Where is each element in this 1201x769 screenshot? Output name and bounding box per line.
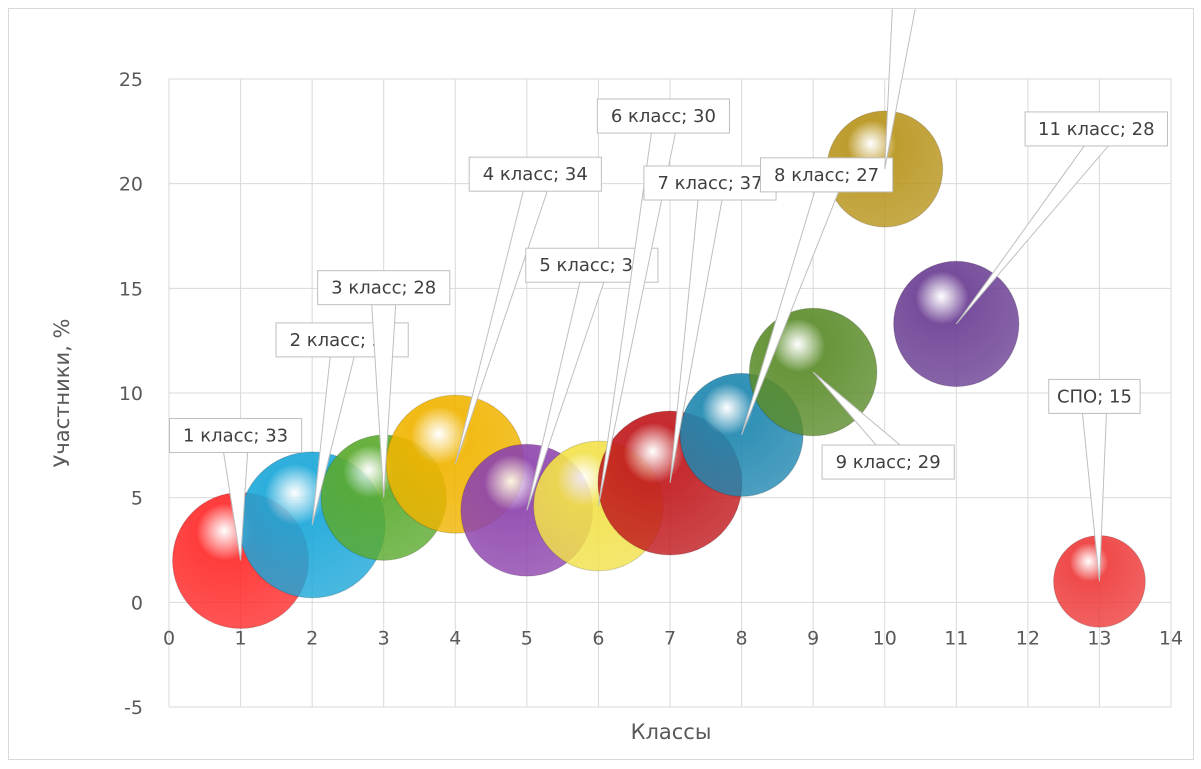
y-tick-label: -5 xyxy=(124,697,143,719)
x-tick-label: 9 xyxy=(807,627,819,649)
x-tick-label: 14 xyxy=(1159,627,1183,649)
data-label-text: 1 класс; 33 xyxy=(183,425,288,446)
data-label: 1 класс; 33 xyxy=(168,417,303,561)
data-label: 4 класс; 34 xyxy=(454,156,602,465)
data-label-text: 8 класс; 27 xyxy=(774,165,879,186)
y-axis-title: Участники, % xyxy=(50,319,74,468)
data-label-box xyxy=(468,156,602,192)
data-label: 9 класс; 29 xyxy=(812,371,955,480)
x-tick-label: 13 xyxy=(1087,627,1111,649)
data-label: 3 класс; 28 xyxy=(317,270,451,498)
data-label-text: 11 класс; 28 xyxy=(1038,119,1155,140)
data-label-box xyxy=(596,98,731,134)
x-tick-label: 3 xyxy=(378,627,390,649)
y-tick-label: 10 xyxy=(119,383,143,405)
data-label-box xyxy=(643,165,777,201)
data-label-pointer xyxy=(955,145,1110,325)
data-label-pointer xyxy=(884,9,916,170)
x-tick-label: 4 xyxy=(449,627,461,649)
x-axis-title: Классы xyxy=(631,720,712,744)
x-tick-label: 8 xyxy=(736,627,748,649)
y-tick-label: 15 xyxy=(119,278,143,300)
data-label-text: 6 класс; 30 xyxy=(611,106,716,127)
data-label: 6 класс; 30 xyxy=(596,98,731,507)
x-tick-label: 5 xyxy=(521,627,533,649)
data-label-box xyxy=(821,444,955,480)
data-label: 7 класс; 37 xyxy=(643,165,777,484)
x-tick-label: 10 xyxy=(873,627,897,649)
x-tick-label: 7 xyxy=(664,627,676,649)
data-label-box xyxy=(168,417,303,453)
data-label: 8 класс; 27 xyxy=(741,157,894,436)
data-label: 11 класс; 28 xyxy=(955,111,1168,325)
x-tick-label: 0 xyxy=(163,627,175,649)
x-tick-label: 6 xyxy=(592,627,604,649)
y-tick-label: 25 xyxy=(119,69,143,91)
x-tick-label: 1 xyxy=(235,627,247,649)
data-label-text: 3 класс; 28 xyxy=(331,278,436,299)
data-label: СПО; 15 xyxy=(1048,378,1141,582)
x-tick-label: 12 xyxy=(1016,627,1040,649)
data-label-box xyxy=(1024,111,1168,147)
y-tick-label: 20 xyxy=(119,174,143,196)
data-label-text: СПО; 15 xyxy=(1057,386,1132,407)
x-tick-label: 2 xyxy=(306,627,318,649)
x-tick-label: 11 xyxy=(944,627,968,649)
data-label-text: 4 класс; 34 xyxy=(483,164,588,185)
bubbles xyxy=(172,110,1146,629)
data-label-text: 7 класс; 37 xyxy=(657,173,762,194)
data-label: 10 класс; 24 xyxy=(884,9,916,170)
data-label-box xyxy=(759,157,894,193)
data-label-text: 9 класс; 29 xyxy=(836,452,941,473)
chart-area: 0 1 2 3 4 5 6 7 8 9 10 11 12 13 14 -5 0 5 10 15 20 25 1 класс… xyxy=(8,8,1194,760)
y-tick-label: 5 xyxy=(131,488,143,510)
data-label-box xyxy=(317,270,451,306)
data-label-text: 2 класс; 38 xyxy=(290,330,395,351)
data-label-box xyxy=(1048,378,1141,414)
data-labels: 1 класс; 33 2 класс; 38 3 класс; 28 4 класс… xyxy=(168,9,1168,582)
y-tick-label: 0 xyxy=(131,592,143,614)
data-label-text: 5 класс; 31 xyxy=(539,255,644,276)
